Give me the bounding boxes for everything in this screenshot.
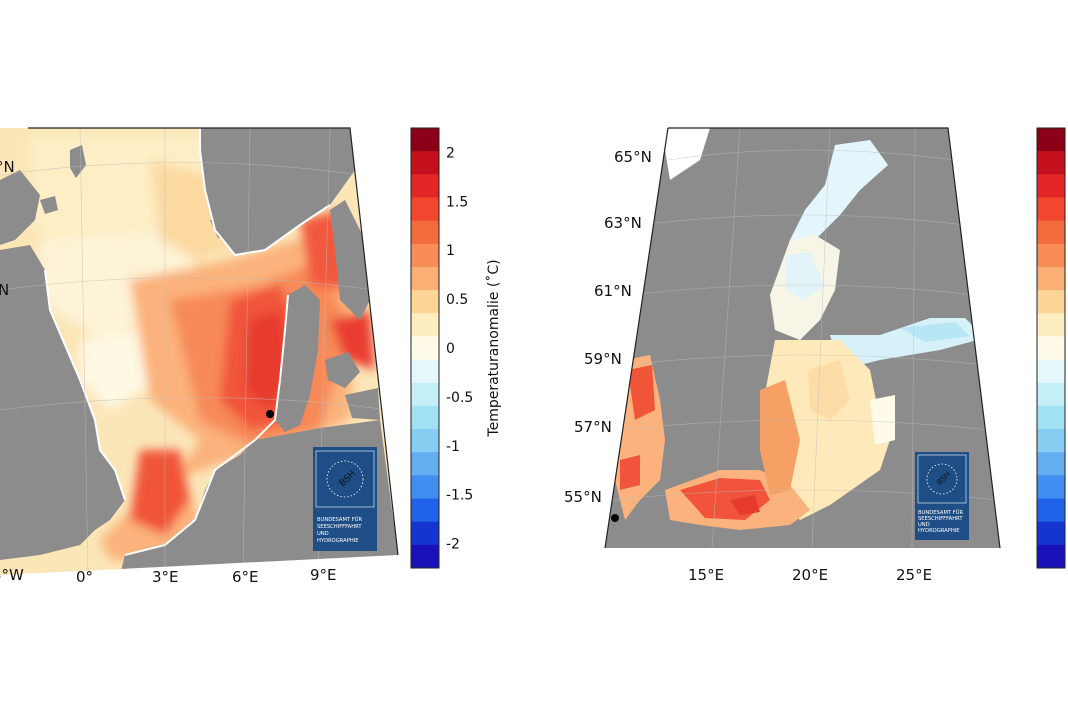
- colorbar-segment: [1037, 336, 1065, 361]
- colorbar-segment: [411, 544, 439, 569]
- baltic-frame: [604, 127, 1001, 549]
- colorbar-segment: [411, 151, 439, 175]
- bsh-logo-line3: UND: [317, 531, 329, 537]
- colorbar-segment: [1037, 313, 1065, 337]
- colorbar-segment: [411, 452, 439, 476]
- colorbar-tick-label: 0: [446, 341, 455, 357]
- baltic-lat-label: 55°N: [564, 488, 602, 506]
- ns-coastline: [44, 128, 331, 556]
- baltic-station-marker: [611, 514, 619, 522]
- baltic-lat-label: 63°N: [604, 214, 642, 232]
- colorbar-segment: [411, 359, 439, 384]
- bsh-logo-line1: BUNDESAMT FÜR: [317, 516, 363, 523]
- colorbar-tick-label: 0.5: [446, 292, 468, 308]
- ns-frame: [28, 127, 399, 556]
- colorbar-segment: [411, 429, 439, 453]
- colorbar-segment: [411, 336, 439, 361]
- baltic-lat-labels: 65°N 63°N 61°N 59°N 57°N 55°N: [564, 148, 652, 506]
- colorbar-tick-label: -1.5: [446, 488, 473, 504]
- colorbar-segment: [1037, 452, 1065, 476]
- baltic-water: [612, 140, 985, 530]
- baltic-lon-labels: 15°E 20°E 25°E: [688, 566, 932, 584]
- colorbar-left: 2 1.5 1 0.5 0 -0.5 -1 -1.5 -2 Temperaturanomalie…: [410, 127, 502, 569]
- colorbar-segment: [411, 382, 439, 407]
- colorbar-segment: [411, 197, 439, 222]
- colorbar-segment: [411, 243, 439, 268]
- baltic-map: 65°N 63°N 61°N 59°N 57°N 55°N 15°E 20°E …: [564, 127, 1001, 584]
- colorbar-segment: [1037, 197, 1065, 222]
- ns-lon-label: 6°E: [232, 568, 259, 586]
- colorbar-segment: [411, 521, 439, 546]
- bsh-logo-line2: SEESCHIFFFAHRT: [317, 524, 362, 530]
- colorbar-segment: [1037, 544, 1065, 569]
- colorbar-segment: [1037, 128, 1065, 152]
- ns-lat-label: N: [0, 281, 9, 299]
- colorbar-segment: [1037, 498, 1065, 523]
- colorbar-tick-label: 1.5: [446, 194, 468, 210]
- colorbar-tick-label: -1: [446, 439, 460, 455]
- bsh-logo: BSH BUNDESAMT FÜR SEESCHIFFFAHRT UND HYD…: [313, 447, 377, 551]
- colorbar-label: Temperaturanomalie (˚C): [485, 259, 502, 437]
- colorbar-segment: [1037, 405, 1065, 430]
- baltic-lon-label: 20°E: [792, 566, 828, 584]
- colorbar-segment: [1037, 475, 1065, 500]
- baltic-lon-label: 15°E: [688, 566, 724, 584]
- bsh-logo-line3: UND: [918, 522, 930, 528]
- colorbar-segment: [1037, 382, 1065, 407]
- colorbar-left-ticks: 2 1.5 1 0.5 0 -0.5 -1 -1.5 -2: [446, 145, 473, 552]
- ns-lon-label: 9°E: [310, 566, 337, 584]
- bsh-logo-line1: BUNDESAMT FÜR: [918, 509, 964, 516]
- colorbar-tick-label: 1: [446, 243, 455, 259]
- ns-lat-label: °N: [0, 158, 15, 176]
- colorbar-tick-label: 2: [446, 145, 455, 161]
- baltic-lat-label: 61°N: [594, 282, 632, 300]
- colorbar-tick-label: -0.5: [446, 390, 473, 406]
- ns-lon-labels: 3°W 0° 3°E 6°E 9°E: [0, 566, 337, 586]
- colorbar-segment: [1037, 359, 1065, 384]
- baltic-lat-label: 65°N: [614, 148, 652, 166]
- colorbar-segment: [411, 498, 439, 523]
- bsh-logo-line4: HYDROGRAPHIE: [918, 528, 960, 534]
- colorbar-tick-label: -2: [446, 537, 460, 553]
- colorbar-segment: [1037, 174, 1065, 198]
- colorbar-segment: [411, 174, 439, 198]
- colorbar-right-segments: [1037, 128, 1065, 569]
- colorbar-segment: [1037, 220, 1065, 245]
- colorbar-left-segments: [411, 128, 439, 569]
- colorbar-segment: [411, 266, 439, 291]
- colorbar-segment: [411, 220, 439, 245]
- colorbar-segment: [1037, 266, 1065, 291]
- ns-station-marker: [266, 410, 274, 418]
- colorbar-right: [1036, 127, 1066, 569]
- colorbar-segment: [1037, 290, 1065, 314]
- colorbar-segment: [1037, 151, 1065, 175]
- baltic-lon-label: 25°E: [896, 566, 932, 584]
- ns-lon-label: 3°W: [0, 566, 24, 584]
- colorbar-segment: [411, 405, 439, 430]
- colorbar-segment: [1037, 521, 1065, 546]
- colorbar-segment: [411, 475, 439, 500]
- bsh-logo-baltic: BSH BUNDESAMT FÜR SEESCHIFFFAHRT UND HYD…: [915, 452, 969, 540]
- colorbar-segment: [1037, 243, 1065, 268]
- north-sea-map: °N N 3°W 0° 3°E 6°E 9°E BSH BUNDESAMT FÜ…: [0, 127, 399, 586]
- bsh-logo-line2: SEESCHIFFFAHRT: [918, 516, 963, 522]
- ns-lon-label: 0°: [76, 568, 93, 586]
- baltic-lat-label: 59°N: [584, 350, 622, 368]
- baltic-lat-label: 57°N: [574, 418, 612, 436]
- colorbar-segment: [411, 128, 439, 152]
- bsh-logo-line4: HYDROGRAPHIE: [317, 538, 359, 544]
- colorbar-segment: [411, 290, 439, 314]
- colorbar-segment: [411, 313, 439, 337]
- colorbar-segment: [1037, 429, 1065, 453]
- ns-lon-label: 3°E: [152, 568, 179, 586]
